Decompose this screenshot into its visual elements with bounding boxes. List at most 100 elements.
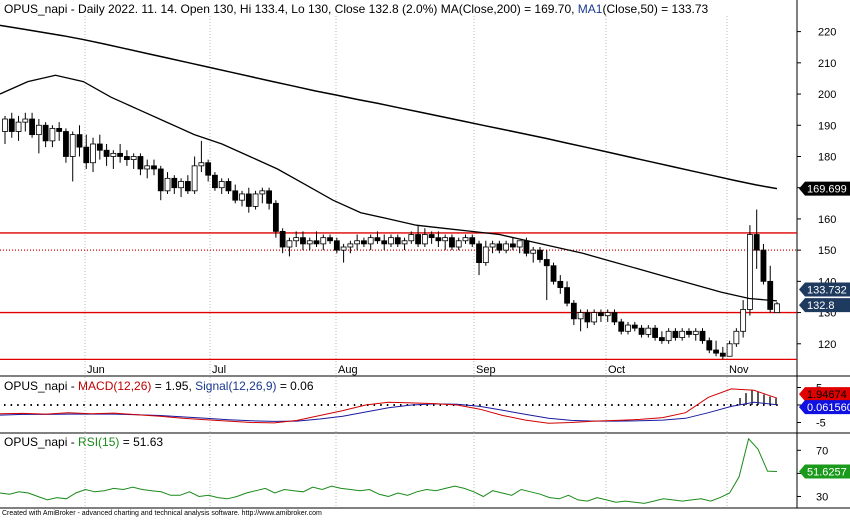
candle-body-up: [367, 237, 374, 245]
candle-body-up: [35, 124, 42, 136]
signal-value-tag-bg: [799, 400, 850, 415]
candle-body-down: [496, 243, 503, 251]
candle: [340, 243, 347, 263]
price-y-tick-label: 200: [818, 89, 836, 101]
macd-histogram-bar: [182, 404, 184, 406]
candle-body-up: [2, 118, 8, 132]
macd-histogram-bar: [320, 404, 323, 406]
candle-body-down: [706, 340, 713, 351]
candle-body-down: [123, 156, 130, 160]
macd-histogram-bar: [63, 404, 65, 406]
ma50-price-tag-bg: [799, 282, 850, 297]
macd-histogram-bar: [215, 404, 217, 406]
rsi-y-tick-label: 70: [816, 445, 828, 457]
macd-histogram-bar: [492, 404, 494, 406]
candle: [658, 331, 665, 344]
candle: [117, 143, 124, 163]
macd-histogram-bar: [730, 404, 732, 406]
candle: [767, 265, 774, 313]
macd-histogram-bar: [512, 404, 514, 406]
candle: [618, 318, 625, 335]
candle: [245, 187, 252, 213]
candle: [713, 340, 719, 357]
macd-histogram-bar: [103, 404, 105, 406]
candle: [747, 225, 753, 316]
macd-histogram-bar: [268, 404, 270, 406]
candle: [537, 247, 543, 263]
rsi-value-tag-text: 51.6257: [807, 467, 847, 479]
candle-body-up: [489, 243, 496, 248]
candle: [564, 281, 570, 307]
ma200-price-tag-text: 169.699: [807, 184, 847, 196]
macd-histogram-bar: [472, 404, 475, 406]
candle-body-up: [340, 246, 347, 251]
candle-body-down: [63, 131, 69, 157]
candle-body-up: [306, 240, 313, 245]
candle: [306, 237, 313, 251]
macd-histogram-bar: [136, 404, 138, 406]
signal-value-tag-text: 0.061560: [807, 402, 850, 414]
macd-histogram-bar: [248, 404, 250, 406]
candle: [570, 300, 577, 326]
candle-body-down: [212, 174, 218, 189]
candle: [76, 125, 83, 157]
candle-body-up: [198, 162, 205, 167]
candle-body-up: [679, 330, 686, 338]
candle-body-down: [361, 240, 367, 245]
candle-body-up: [577, 312, 584, 320]
candle: [408, 231, 415, 244]
candle: [313, 231, 320, 248]
macd-histogram-bar: [109, 404, 112, 406]
macd-histogram-bar: [43, 404, 46, 406]
candle-body-up: [516, 240, 523, 248]
ma50-name: MA1: [577, 2, 603, 16]
candle: [56, 122, 63, 141]
candle-body-down: [672, 330, 679, 338]
candle-body-down: [76, 134, 83, 148]
candle: [469, 234, 476, 248]
price-y-tick-label: 180: [818, 151, 836, 163]
candle-body-down: [300, 237, 306, 245]
candle: [740, 300, 747, 338]
amibroker-footer: Created with AmiBroker - advanced charti…: [2, 510, 322, 517]
ma200-line: [0, 24, 778, 190]
candle-body-down: [42, 124, 49, 142]
macd-histogram-bar: [301, 404, 303, 406]
candle-body-up: [218, 181, 225, 189]
candle: [198, 140, 205, 173]
candle-body-down: [171, 177, 178, 189]
candle-body-up: [22, 118, 29, 123]
candle: [8, 112, 15, 138]
macd-histogram-bar: [149, 404, 151, 406]
macd-histogram-bar: [485, 404, 488, 406]
candle-body-down: [652, 327, 659, 338]
month-label: Jul: [212, 364, 226, 376]
macd-histogram-bar: [327, 404, 329, 406]
candle: [679, 328, 686, 341]
macd-value-tag-text: 1.94674: [807, 389, 847, 401]
candle-body-down: [8, 118, 15, 132]
candle: [584, 309, 591, 329]
candle-body-down: [266, 190, 273, 204]
price-y-tick-label: 220: [818, 27, 836, 39]
candle: [42, 122, 49, 148]
candle: [638, 325, 645, 338]
ma200-label: MA(Close,200) = 169.70,: [440, 2, 578, 16]
candle: [489, 240, 496, 254]
candle: [259, 187, 266, 204]
macd-histogram-bar: [518, 404, 521, 406]
macd-histogram-bar: [426, 404, 428, 406]
macd-histogram-bar: [723, 404, 725, 406]
ticker-label: OPUS_napi: [4, 2, 68, 16]
macd-histogram-bar: [393, 404, 395, 406]
candle-body-up: [401, 240, 408, 245]
candle: [2, 115, 8, 144]
candle: [774, 301, 780, 313]
macd-histogram-bar: [578, 404, 580, 406]
candle-body-down: [523, 240, 530, 254]
candle: [753, 209, 760, 269]
candle-body-up: [455, 240, 462, 248]
candle: [69, 131, 76, 182]
macd-histogram-bar: [499, 404, 501, 406]
